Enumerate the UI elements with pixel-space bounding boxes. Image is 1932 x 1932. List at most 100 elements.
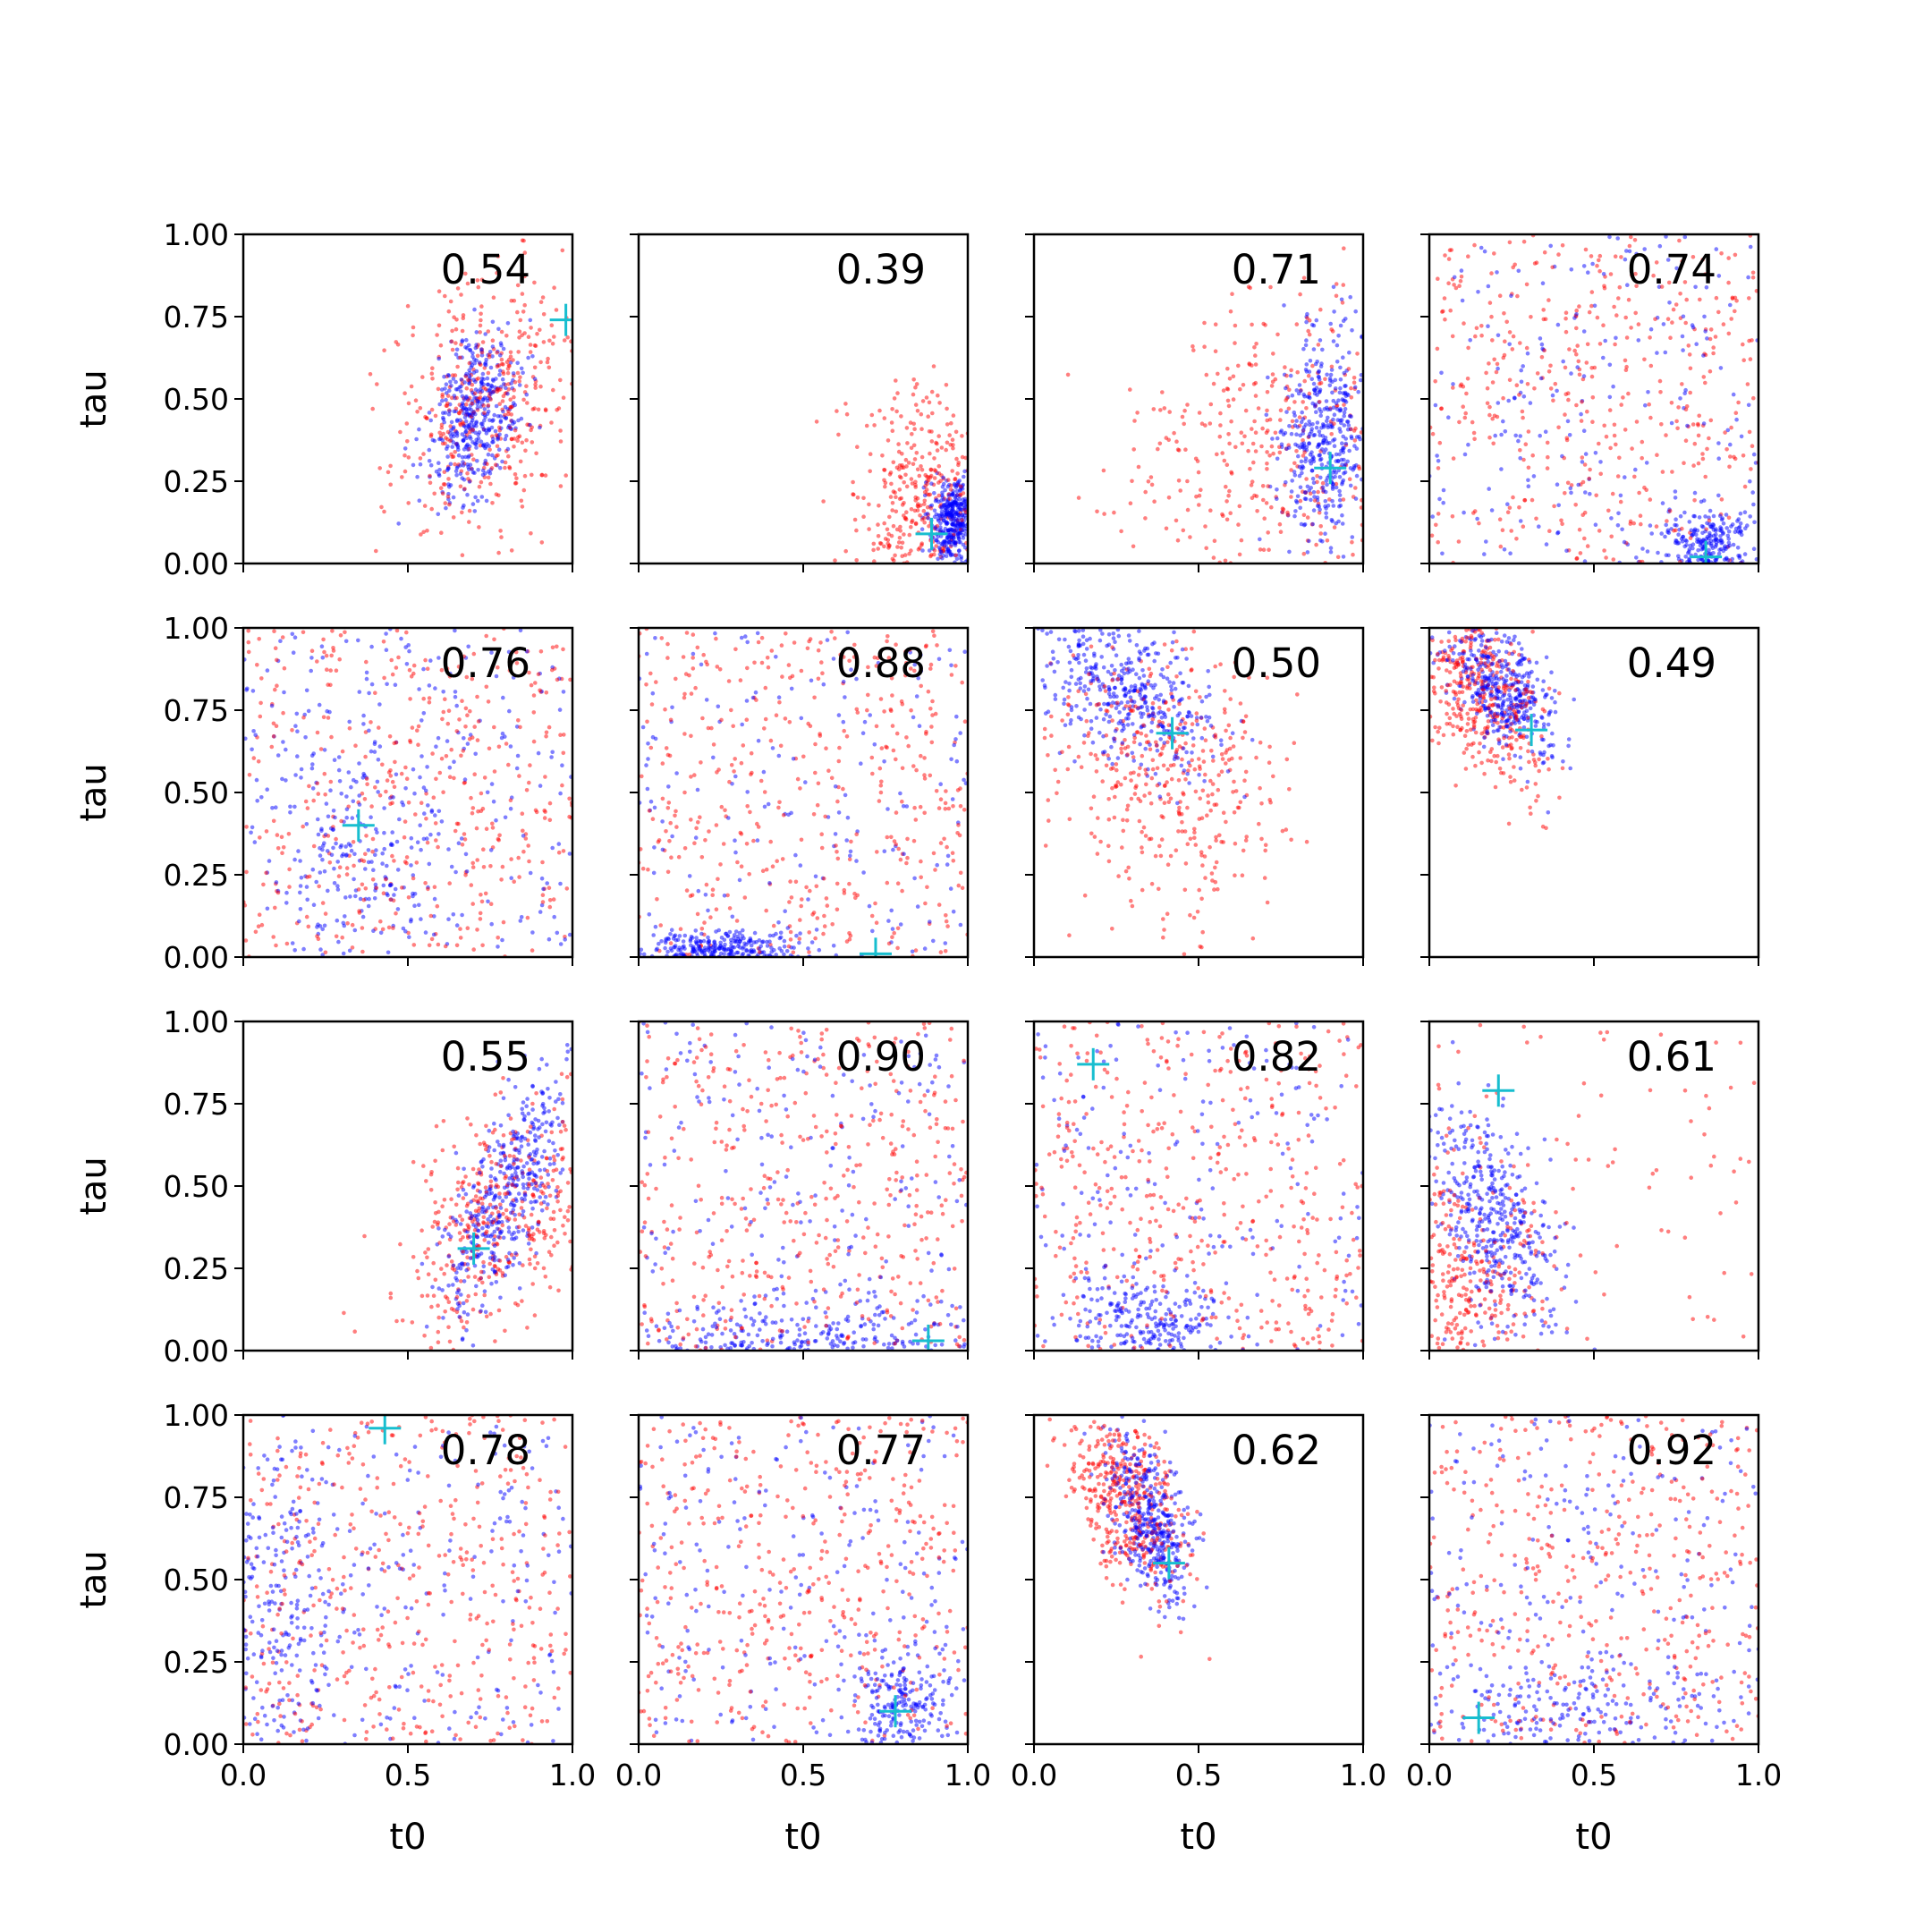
red-point	[1589, 254, 1594, 258]
blue-point	[1738, 511, 1743, 516]
blue-point	[1341, 318, 1346, 324]
red-point	[453, 450, 458, 454]
red-point	[928, 554, 933, 559]
blue-point	[1333, 386, 1338, 391]
blue-point	[718, 940, 723, 945]
red-point	[1318, 380, 1324, 386]
blue-point	[318, 853, 323, 858]
blue-point	[304, 688, 309, 693]
blue-point	[1735, 546, 1741, 550]
red-point	[287, 867, 292, 872]
blue-point	[449, 428, 453, 433]
red-point	[460, 553, 465, 557]
blue-point	[1657, 243, 1663, 249]
blue-point	[394, 772, 399, 777]
blue-point	[915, 904, 920, 909]
blue-point	[320, 927, 326, 932]
red-point	[1278, 418, 1283, 422]
red-point	[470, 676, 475, 682]
red-point	[669, 855, 674, 860]
blue-point	[448, 483, 453, 487]
red-point	[1574, 308, 1579, 313]
red-point	[1146, 479, 1151, 484]
subplot-7: 0.50	[1025, 626, 1365, 966]
red-point	[874, 664, 879, 668]
blue-point	[320, 843, 326, 848]
red-point	[1236, 363, 1241, 369]
blue-point	[1307, 434, 1311, 439]
blue-point	[451, 912, 456, 917]
red-point	[918, 546, 922, 550]
red-point	[894, 465, 900, 470]
red-point	[538, 360, 543, 365]
blue-point	[411, 462, 416, 468]
red-point	[316, 792, 321, 796]
red-point	[1176, 448, 1182, 453]
red-point	[808, 724, 813, 729]
blue-point	[453, 352, 459, 357]
red-point	[701, 652, 706, 657]
red-point	[1633, 271, 1638, 276]
red-point	[692, 841, 697, 845]
red-point	[543, 473, 548, 478]
red-point	[1628, 519, 1633, 524]
blue-point	[486, 382, 490, 387]
blue-point	[1298, 505, 1302, 511]
red-point	[1653, 317, 1657, 322]
blue-point	[1299, 419, 1304, 425]
red-point	[487, 447, 492, 453]
red-point	[854, 558, 859, 563]
blue-point	[427, 861, 432, 867]
blue-point	[434, 744, 438, 749]
blue-point	[813, 874, 818, 879]
red-point	[855, 445, 860, 450]
red-point	[1714, 295, 1719, 301]
blue-point	[509, 381, 513, 386]
blue-point	[1618, 493, 1623, 498]
blue-point	[436, 809, 442, 814]
red-point	[719, 717, 724, 723]
red-point	[522, 250, 528, 255]
red-point	[1148, 475, 1154, 479]
red-point	[442, 470, 447, 474]
blue-point	[331, 845, 335, 851]
red-point	[388, 897, 394, 902]
blue-point	[1586, 270, 1590, 275]
blue-point	[959, 502, 964, 506]
red-point	[492, 724, 496, 730]
red-point	[1301, 400, 1305, 404]
blue-point	[511, 371, 516, 376]
blue-point	[1325, 405, 1329, 411]
red-point	[692, 773, 697, 777]
red-point	[1223, 689, 1227, 693]
blue-point	[946, 550, 952, 555]
red-point	[1703, 474, 1707, 479]
blue-point	[785, 926, 791, 930]
red-point	[819, 845, 825, 851]
blue-point	[1323, 436, 1328, 440]
blue-point	[1713, 557, 1717, 563]
blue-point	[452, 434, 456, 439]
blue-point	[511, 401, 516, 405]
red-point	[449, 339, 454, 344]
red-point	[711, 742, 716, 747]
blue-point	[1258, 537, 1262, 542]
blue-point	[352, 928, 358, 933]
red-point	[487, 746, 492, 751]
red-point	[644, 682, 648, 687]
blue-point	[387, 883, 393, 888]
red-point	[1614, 442, 1618, 447]
red-point	[660, 761, 665, 766]
blue-point	[528, 318, 533, 323]
red-point	[1577, 372, 1582, 377]
red-point	[1167, 410, 1172, 414]
red-point	[739, 760, 744, 766]
red-point	[1185, 805, 1190, 810]
red-point	[909, 445, 914, 451]
blue-point	[1324, 506, 1328, 511]
blue-point	[485, 376, 490, 381]
red-point	[1262, 516, 1267, 521]
red-point	[315, 659, 319, 664]
red-point	[883, 484, 887, 489]
blue-point	[439, 387, 445, 392]
